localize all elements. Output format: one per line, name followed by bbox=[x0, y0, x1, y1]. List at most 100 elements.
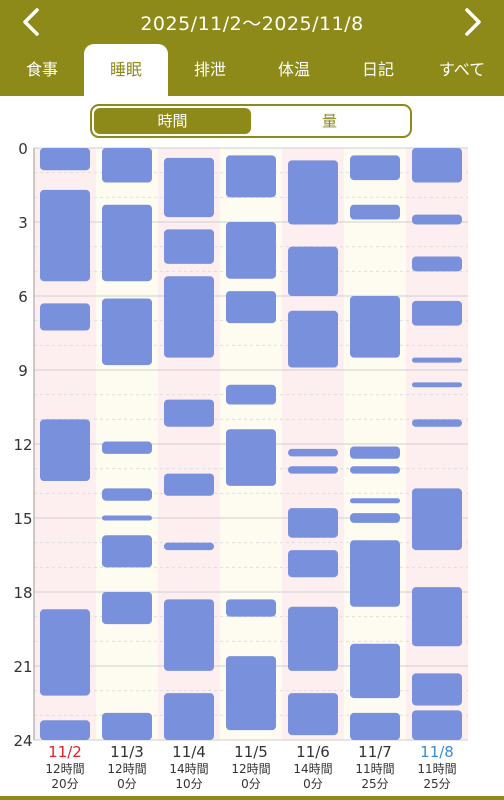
y-tick-label: 12 bbox=[13, 436, 32, 454]
chevron-right-icon bbox=[465, 8, 481, 36]
sleep-bar[interactable] bbox=[350, 540, 400, 607]
sleep-bar[interactable] bbox=[412, 256, 462, 272]
header-bar: 2025/11/2～2025/11/8 食事 睡眠 排泄 体温 日記 すべて bbox=[0, 0, 504, 96]
sleep-bar[interactable] bbox=[226, 291, 276, 324]
sleep-bar[interactable] bbox=[350, 513, 400, 523]
sleep-timeline-chart: 0 3 6 9 12 15 18 21 24 11/2 12時間 20分 11/3 12時間 0分 11/4 1… bbox=[0, 140, 504, 800]
prev-week-button[interactable] bbox=[12, 2, 52, 42]
sleep-bar[interactable] bbox=[102, 535, 152, 568]
y-tick-label: 21 bbox=[13, 658, 32, 676]
day-date-label: 11/2 bbox=[48, 743, 82, 761]
sleep-bar[interactable] bbox=[412, 587, 462, 647]
tab-all[interactable]: すべて bbox=[438, 60, 486, 79]
y-tick-label: 3 bbox=[18, 214, 28, 232]
sleep-bar[interactable] bbox=[40, 419, 90, 481]
time-mode-button[interactable]: 時間 bbox=[94, 108, 251, 134]
sleep-bar[interactable] bbox=[102, 712, 152, 740]
sleep-bar[interactable] bbox=[102, 298, 152, 366]
sleep-bar[interactable] bbox=[412, 488, 462, 551]
sleep-bar[interactable] bbox=[164, 473, 214, 496]
sleep-bar[interactable] bbox=[412, 148, 462, 183]
sleep-bar[interactable] bbox=[164, 693, 214, 740]
sleep-bar[interactable] bbox=[412, 357, 462, 363]
day-total-hours: 12時間 bbox=[107, 762, 146, 776]
sleep-bar[interactable] bbox=[350, 155, 400, 181]
sleep-bar[interactable] bbox=[288, 693, 338, 736]
sleep-bar[interactable] bbox=[288, 160, 338, 225]
bottom-accent-bar bbox=[0, 796, 504, 800]
sleep-bar[interactable] bbox=[102, 488, 152, 501]
day-total-hours: 12時間 bbox=[45, 762, 84, 776]
sleep-bar[interactable] bbox=[102, 204, 152, 282]
chevron-left-icon bbox=[23, 8, 39, 36]
day-total-hours: 14時間 bbox=[169, 762, 208, 776]
day-total-hours: 14時間 bbox=[293, 762, 332, 776]
sleep-bar[interactable] bbox=[288, 466, 338, 474]
sleep-bar[interactable] bbox=[412, 710, 462, 740]
sleep-bar[interactable] bbox=[412, 214, 462, 225]
sleep-bar[interactable] bbox=[102, 592, 152, 625]
tab-excretion[interactable]: 排泄 bbox=[193, 60, 226, 79]
y-tick-label: 6 bbox=[18, 288, 28, 306]
sleep-bar[interactable] bbox=[350, 712, 400, 740]
sleep-bar[interactable] bbox=[102, 515, 152, 521]
sleep-bar[interactable] bbox=[288, 246, 338, 296]
y-tick-label: 24 bbox=[13, 732, 32, 750]
sleep-bar[interactable] bbox=[226, 384, 276, 405]
sleep-bar[interactable] bbox=[350, 498, 400, 504]
y-tick-label: 15 bbox=[13, 510, 32, 528]
sleep-bar[interactable] bbox=[102, 148, 152, 183]
sleep-bar[interactable] bbox=[350, 296, 400, 358]
sleep-bar[interactable] bbox=[164, 229, 214, 264]
sleep-bar[interactable] bbox=[164, 276, 214, 358]
next-week-button[interactable] bbox=[452, 2, 492, 42]
sleep-bar[interactable] bbox=[164, 157, 214, 218]
sleep-bar[interactable] bbox=[350, 204, 400, 220]
sleep-bar[interactable] bbox=[164, 399, 214, 427]
sleep-bar[interactable] bbox=[412, 673, 462, 706]
y-tick-label: 9 bbox=[18, 362, 28, 380]
day-total-hours: 11時間 bbox=[417, 762, 456, 776]
day-date-label: 11/3 bbox=[110, 743, 144, 761]
sleep-bar[interactable] bbox=[288, 508, 338, 538]
day-total-minutes: 0分 bbox=[303, 777, 323, 791]
sleep-bar[interactable] bbox=[40, 148, 90, 171]
sleep-bar[interactable] bbox=[350, 466, 400, 474]
sleep-bar[interactable] bbox=[350, 446, 400, 459]
view-mode-toggle: 時間 量 bbox=[90, 104, 412, 138]
sleep-bar[interactable] bbox=[40, 720, 90, 740]
date-range-title: 2025/11/2～2025/11/8 bbox=[140, 13, 364, 35]
day-date-label: 11/4 bbox=[172, 743, 206, 761]
sleep-bar[interactable] bbox=[288, 310, 338, 368]
sleep-bar[interactable] bbox=[226, 222, 276, 279]
tab-sleep[interactable]: 睡眠 bbox=[84, 44, 168, 96]
sleep-bar[interactable] bbox=[164, 542, 214, 551]
day-date-label: 11/6 bbox=[296, 743, 330, 761]
day-total-hours: 11時間 bbox=[355, 762, 394, 776]
sleep-bar[interactable] bbox=[164, 599, 214, 671]
sleep-bar[interactable] bbox=[412, 300, 462, 326]
amount-mode-button[interactable]: 量 bbox=[321, 112, 337, 130]
sleep-bar[interactable] bbox=[288, 606, 338, 671]
y-tick-label: 0 bbox=[18, 140, 28, 158]
sleep-bar[interactable] bbox=[412, 419, 462, 427]
sleep-bar[interactable] bbox=[226, 155, 276, 198]
sleep-bar[interactable] bbox=[350, 643, 400, 699]
day-total-minutes: 0分 bbox=[241, 777, 261, 791]
tab-meal[interactable]: 食事 bbox=[25, 60, 58, 79]
day-total-minutes: 0分 bbox=[117, 777, 137, 791]
sleep-bar[interactable] bbox=[288, 448, 338, 457]
sleep-bar[interactable] bbox=[40, 609, 90, 696]
sleep-bar[interactable] bbox=[40, 303, 90, 331]
sleep-bar[interactable] bbox=[226, 656, 276, 731]
day-date-label: 11/8 bbox=[420, 743, 454, 761]
sleep-bar[interactable] bbox=[412, 382, 462, 388]
sleep-bar[interactable] bbox=[226, 599, 276, 617]
sleep-bar[interactable] bbox=[226, 429, 276, 486]
sleep-bar[interactable] bbox=[288, 550, 338, 578]
sleep-bar[interactable] bbox=[40, 189, 90, 282]
sleep-bar[interactable] bbox=[102, 441, 152, 454]
day-date-label: 11/5 bbox=[234, 743, 268, 761]
tab-diary[interactable]: 日記 bbox=[361, 60, 394, 79]
tab-temperature[interactable]: 体温 bbox=[277, 60, 310, 79]
